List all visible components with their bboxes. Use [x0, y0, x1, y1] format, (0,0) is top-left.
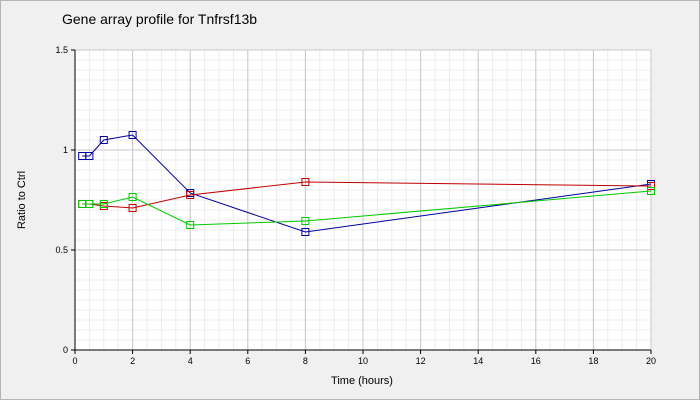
- series-2-point: [647, 182, 655, 190]
- y-tick-label: 0.5: [55, 245, 68, 255]
- series-1-point: [99, 136, 108, 144]
- x-tick-label: 18: [588, 356, 598, 366]
- x-tick-label: 2: [130, 356, 135, 366]
- series-line-3: [82, 190, 652, 226]
- series-3-point: [85, 200, 94, 208]
- x-tick-label: 12: [416, 356, 426, 366]
- x-tick-label: 20: [646, 356, 656, 366]
- series-3-point: [647, 187, 655, 195]
- series-line-1: [82, 134, 652, 233]
- x-tick-label: 6: [245, 356, 250, 366]
- x-tick-label: 16: [531, 356, 541, 366]
- x-tick-label: 14: [473, 356, 483, 366]
- x-tick-label: 0: [72, 356, 77, 366]
- series-2-point: [301, 178, 310, 186]
- series-3-point: [186, 221, 195, 229]
- x-tick-label: 8: [303, 356, 308, 366]
- series-3-point: [301, 217, 310, 225]
- y-axis-label: Ratio to Ctrl: [16, 171, 28, 229]
- grid: [74, 49, 652, 351]
- y-axis-ticks: 0 0.5 1 1.5: [55, 45, 75, 355]
- x-axis-ticks: 0 2 4 6 8 10 12 14 16 18 20: [72, 350, 656, 366]
- series-1-point: [301, 228, 310, 236]
- x-tick-label: 10: [358, 356, 368, 366]
- series-2-point: [128, 204, 137, 212]
- y-tick-label: 1: [63, 145, 68, 155]
- series-3-point: [99, 200, 108, 208]
- x-axis-label: Time (hours): [331, 375, 393, 387]
- series-group: [78, 131, 655, 236]
- series-2-point: [186, 191, 195, 199]
- x-tick-label: 4: [188, 356, 193, 366]
- y-tick-label: 0: [63, 345, 68, 355]
- series-1-point: [128, 131, 137, 139]
- series-1-point: [85, 152, 94, 160]
- y-tick-label: 1.5: [55, 45, 68, 55]
- chart-title: Gene array profile for Tnfrsf13b: [62, 11, 257, 27]
- series-3-point: [128, 193, 137, 201]
